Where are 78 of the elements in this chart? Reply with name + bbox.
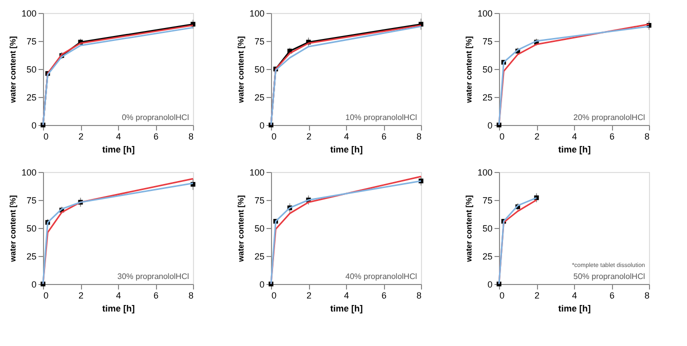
x-tick-label: 6	[609, 290, 615, 300]
y-tick-label: 0	[259, 280, 264, 290]
x-axis-title: time [h]	[558, 304, 591, 314]
y-axis-title: water content [%]	[464, 36, 474, 104]
y-tick-label: 25	[482, 92, 492, 102]
y-tick-label: 100	[249, 8, 264, 18]
x-tick-label: 2	[306, 132, 312, 142]
x-tick-label: 6	[609, 132, 615, 142]
annotation: 0% propranololHCl	[122, 113, 190, 122]
y-tick-label: 50	[26, 64, 36, 74]
x-tick-label: 6	[153, 290, 159, 300]
x-tick-label: 4	[344, 290, 350, 300]
x-tick-label: 4	[116, 132, 122, 142]
x-tick-label: 2	[534, 132, 540, 142]
annotation: 30% propranololHCl	[117, 272, 190, 281]
y-tick-label: 0	[487, 280, 492, 290]
x-tick-label: 8	[416, 132, 422, 142]
x-axis-title: time [h]	[102, 144, 135, 154]
y-tick-label: 75	[482, 36, 492, 46]
x-tick-label: 8	[188, 132, 194, 142]
y-tick-label: 50	[254, 64, 264, 74]
x-tick-label: 0	[272, 290, 277, 300]
y-axis-title: water content [%]	[236, 194, 246, 263]
y-tick-label: 25	[26, 252, 36, 262]
y-tick-label: 75	[26, 36, 36, 46]
x-axis-title: time [h]	[330, 144, 363, 154]
x-tick-label: 2	[306, 290, 312, 300]
x-tick-label: 2	[78, 290, 84, 300]
y-axis-title: water content [%]	[464, 194, 474, 263]
y-tick-label: 75	[254, 196, 264, 206]
x-tick-label: 0	[44, 132, 49, 142]
x-axis-title: time [h]	[330, 304, 363, 314]
y-tick-label: 25	[254, 252, 264, 262]
y-tick-label: 75	[26, 196, 36, 206]
x-tick-label: 4	[116, 290, 122, 300]
x-tick-label: 4	[572, 132, 578, 142]
y-tick-label: 25	[482, 252, 492, 262]
y-tick-label: 50	[482, 224, 492, 234]
annotation: 40% propranololHCl	[345, 272, 418, 281]
y-axis-title: water content [%]	[8, 194, 18, 263]
x-tick-label: 0	[500, 290, 505, 300]
y-tick-label: 0	[487, 120, 492, 130]
x-tick-label: 0	[44, 290, 49, 300]
x-tick-label: 0	[500, 132, 505, 142]
x-tick-label: 6	[381, 132, 387, 142]
x-tick-label: 8	[416, 290, 422, 300]
y-tick-label: 25	[26, 92, 36, 102]
x-tick-label: 4	[572, 290, 578, 300]
y-axis-title: water content [%]	[8, 36, 18, 104]
x-tick-label: 8	[188, 290, 194, 300]
y-tick-label: 50	[482, 64, 492, 74]
x-tick-label: 2	[78, 132, 84, 142]
y-tick-label: 75	[254, 36, 264, 46]
y-tick-label: 100	[21, 168, 36, 178]
x-tick-label: 8	[644, 290, 650, 300]
x-tick-label: 4	[344, 132, 350, 142]
x-tick-label: 8	[644, 132, 650, 142]
y-tick-label: 75	[482, 196, 492, 206]
y-axis-title: water content [%]	[236, 36, 246, 104]
y-tick-label: 100	[477, 8, 492, 18]
annotation: 20% propranololHCl	[573, 113, 646, 122]
annotation: 50% propranololHCl	[573, 272, 646, 281]
y-tick-label: 50	[254, 224, 264, 234]
x-axis-title: time [h]	[102, 304, 135, 314]
y-tick-label: 0	[31, 120, 36, 130]
x-tick-label: 2	[534, 290, 540, 300]
y-tick-label: 0	[31, 280, 36, 290]
y-tick-label: 0	[259, 120, 264, 130]
y-tick-label: 100	[249, 168, 264, 178]
y-tick-label: 100	[477, 168, 492, 178]
y-tick-label: 50	[26, 224, 36, 234]
x-tick-label: 6	[381, 290, 387, 300]
x-tick-label: 0	[272, 132, 277, 142]
y-tick-label: 25	[254, 92, 264, 102]
annotation: 10% propranololHCl	[345, 113, 418, 122]
y-tick-label: 100	[21, 8, 36, 18]
x-axis-title: time [h]	[558, 144, 591, 154]
x-tick-label: 6	[153, 132, 159, 142]
